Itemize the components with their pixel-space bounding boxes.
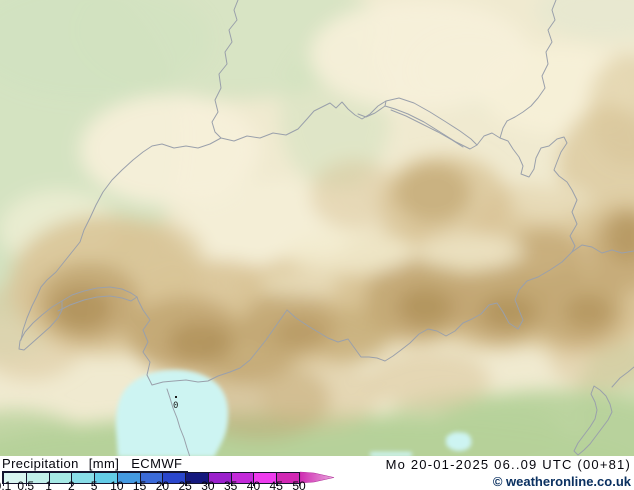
colorbar bbox=[2, 472, 300, 486]
lake-garda-outline bbox=[573, 385, 613, 456]
colorbar-tick-label: 40 bbox=[246, 479, 261, 490]
credit: © weatheronline.co.uk bbox=[492, 474, 631, 489]
colorbar-tick bbox=[139, 473, 141, 486]
colorbar-tick bbox=[185, 473, 187, 486]
border-south-east bbox=[286, 251, 573, 362]
lake-geneva-south-shore bbox=[57, 295, 138, 312]
colorbar-segment bbox=[230, 473, 254, 483]
colorbar-tick-label: 20 bbox=[155, 479, 170, 490]
colorbar-tick-label: 0.1 bbox=[0, 479, 12, 490]
border-far-east bbox=[571, 244, 634, 254]
border-lines bbox=[18, 0, 634, 457]
map-stamp: Mo 20-01-2025 06..09 UTC (00+81) © weath… bbox=[386, 458, 631, 488]
colorbar-tick bbox=[253, 473, 255, 486]
station-marker-dot bbox=[175, 396, 177, 398]
river-ticino bbox=[166, 388, 191, 457]
colorbar-segment bbox=[276, 473, 299, 483]
precipitation-map: 0 bbox=[0, 0, 634, 457]
colorbar-segment bbox=[48, 473, 72, 483]
precipitation-area-strip bbox=[370, 452, 412, 457]
colorbar-cells bbox=[3, 473, 300, 486]
colorbar-tick bbox=[116, 473, 118, 486]
colorbar-tick-label: 15 bbox=[132, 479, 147, 490]
precipitation-areas bbox=[115, 369, 472, 457]
colorbar-segment bbox=[162, 473, 186, 483]
colorbar-segment bbox=[139, 473, 163, 483]
colorbar-tick bbox=[207, 473, 209, 486]
colorbar-segment bbox=[207, 473, 231, 483]
colorbar-tick bbox=[162, 473, 164, 486]
legend-parameter-label: Precipitation bbox=[2, 456, 79, 471]
colorbar-tick-label: 0.5 bbox=[17, 479, 35, 490]
timestamp: Mo 20-01-2025 06..09 UTC (00+81) bbox=[385, 457, 631, 472]
colorbar-segment bbox=[25, 473, 49, 483]
border-south-west bbox=[136, 296, 288, 386]
lake-geneva-west-tail bbox=[18, 300, 63, 351]
lake-constance-spur bbox=[357, 105, 386, 118]
colorbar-segment bbox=[185, 473, 208, 483]
lake-constance-outline bbox=[384, 97, 478, 150]
border-rhine-north bbox=[211, 0, 239, 139]
legend-title: Precipitation [mm] ECMWF bbox=[2, 457, 188, 472]
lake-geneva-north-shore bbox=[61, 286, 138, 302]
station-marker: 0 bbox=[173, 396, 178, 411]
map-canvas: 0 bbox=[0, 0, 634, 457]
colorbar-tick-label: 2 bbox=[67, 479, 75, 490]
colorbar-tick bbox=[276, 473, 278, 486]
legend-bar: Precipitation[mm]ECMWF 0.10.512510152025… bbox=[0, 456, 634, 490]
colorbar-tick bbox=[3, 473, 4, 486]
colorbar-tick bbox=[230, 473, 232, 486]
lake-constance-inner bbox=[390, 109, 464, 148]
colorbar-tick bbox=[25, 473, 27, 486]
colorbar-tick-label: 45 bbox=[269, 479, 283, 490]
border-jura-french bbox=[20, 137, 222, 341]
colorbar-tick-label: 35 bbox=[224, 479, 238, 490]
border-east-alpine bbox=[476, 132, 578, 253]
colorbar-overflow-arrow bbox=[300, 471, 335, 484]
colorbar-tick-label: 5 bbox=[90, 479, 98, 490]
colorbar-tick bbox=[299, 473, 300, 486]
colorbar-segment bbox=[3, 473, 26, 483]
precipitation-area-large bbox=[115, 369, 229, 457]
colorbar-tick-label: 50 bbox=[292, 479, 306, 490]
colorbar-tick bbox=[94, 473, 96, 486]
colorbar-tick-label: 25 bbox=[178, 479, 192, 490]
colorbar-segment bbox=[253, 473, 277, 483]
border-garda-northeast bbox=[611, 366, 634, 388]
colorbar-segment bbox=[71, 473, 95, 483]
station-marker-value: 0 bbox=[173, 401, 178, 411]
colorbar-tick-label: 30 bbox=[201, 479, 215, 490]
colorbar-tick-label: 1 bbox=[45, 479, 52, 490]
colorbar-tick-label: 10 bbox=[110, 479, 124, 490]
colorbar-tick bbox=[71, 473, 73, 486]
precipitation-area-small bbox=[446, 432, 472, 451]
terrain-layer bbox=[0, 0, 634, 457]
colorbar-segment bbox=[94, 473, 117, 483]
legend-model-label: ECMWF bbox=[131, 456, 183, 471]
border-austria-top bbox=[499, 0, 557, 139]
colorbar-segment bbox=[116, 473, 140, 483]
legend-units-label: [mm] bbox=[88, 456, 120, 471]
colorbar-tick bbox=[48, 473, 50, 486]
border-north-swiss bbox=[220, 100, 387, 142]
